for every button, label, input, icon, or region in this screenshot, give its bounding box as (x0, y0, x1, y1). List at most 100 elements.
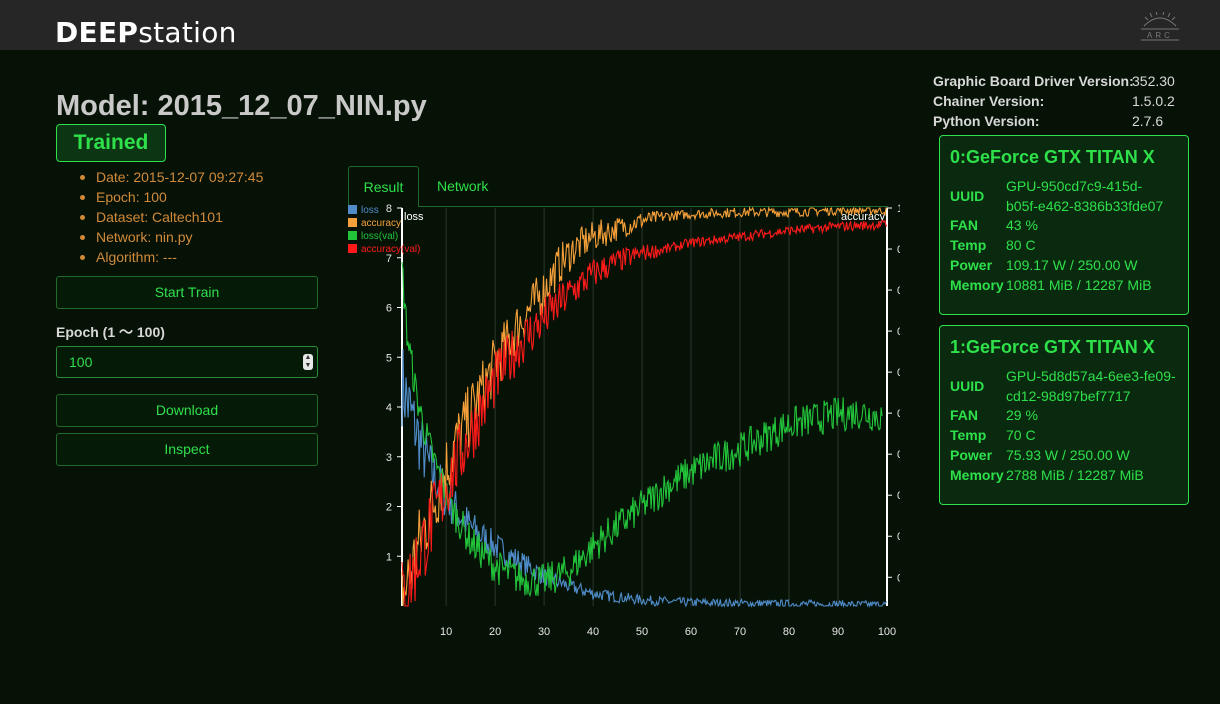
legend-label: accuracy (361, 218, 401, 229)
temp-label: Temp (950, 427, 987, 443)
version-row-driver: Graphic Board Driver Version: 352.30 (933, 71, 1193, 91)
y-left-tick-label: 2 (386, 502, 392, 514)
series-line-loss (401, 348, 888, 609)
uuid-value: GPU-950cd7c9-415d- b05f-e462-8386b33fde0… (1006, 176, 1186, 216)
info-network: Network: nin.py (80, 227, 263, 247)
y-right-tick-label: 0.7 (897, 326, 900, 338)
x-tick-label: 100 (878, 626, 896, 638)
y-right-tick-label: 0.1 (897, 572, 900, 584)
download-button[interactable]: Download (56, 394, 318, 427)
x-tick-label: 90 (832, 626, 844, 638)
series-line-accuracy (401, 205, 887, 607)
version-row-chainer: Chainer Version: 1.5.0.2 (933, 91, 1193, 111)
x-tick-label: 80 (783, 626, 795, 638)
arc-logo-icon: ARC (1141, 12, 1179, 41)
version-value: 2.7.6 (1132, 113, 1164, 129)
tab-result[interactable]: Result (348, 166, 419, 207)
x-tick-label: 10 (440, 626, 452, 638)
y-right-tick-label: 0.5 (897, 408, 900, 420)
power-value: 75.93 W / 250.00 W (1006, 447, 1130, 463)
uuid-line: GPU-5d8d57a4-6ee3-fe09- (1006, 368, 1176, 384)
y-left-tick-label: 8 (386, 203, 392, 215)
y-left-tick-label: 4 (386, 402, 392, 414)
info-dataset: Dataset: Caltech101 (80, 207, 263, 227)
y-right-tick-label: 0.2 (897, 531, 900, 543)
legend-label: accuracy(val) (361, 244, 420, 255)
y-left-tick-label: 7 (386, 253, 392, 265)
memory-value: 2788 MiB / 12287 MiB (1006, 467, 1144, 483)
top-bar: DEEPstation ARC (0, 0, 1220, 50)
epoch-label: Epoch (1 〜 100) (56, 324, 165, 340)
tab-network[interactable]: Network (437, 178, 489, 194)
gpu-card-0: 0:GeForce GTX TITAN X UUID GPU-950cd7c9-… (939, 135, 1189, 315)
x-tick-label: 40 (587, 626, 599, 638)
gpu-card-1: 1:GeForce GTX TITAN X UUID GPU-5d8d57a4-… (939, 325, 1189, 505)
model-title: Model: 2015_12_07_NIN.py (56, 90, 427, 122)
uuid-line: GPU-950cd7c9-415d- (1006, 178, 1143, 194)
epoch-input[interactable]: 100 ▲ ▼ (56, 346, 318, 378)
logo-text: ARC (1147, 31, 1173, 40)
temp-label: Temp (950, 237, 987, 253)
temp-value: 80 C (1006, 237, 1036, 253)
brand-bold: DEEP (55, 16, 139, 49)
x-tick-label: 70 (734, 626, 746, 638)
training-chart: 10 20 30 40 50 60 70 80 90 100 1 2 3 4 5 6 7 8 0.1 0.2 0.3 0.… (348, 203, 900, 638)
y-left-tick-label: 1 (386, 551, 392, 563)
x-tick-label: 30 (538, 626, 550, 638)
uuid-label: UUID (950, 188, 985, 204)
series-line-loss-val- (401, 262, 883, 598)
info-epoch: Epoch: 100 (80, 187, 263, 207)
power-label: Power (950, 447, 993, 463)
info-date: Date: 2015-12-07 09:27:45 (80, 167, 263, 187)
stepper-icon[interactable]: ▲ ▼ (303, 354, 313, 370)
memory-label: Memory (950, 277, 1004, 293)
version-value: 352.30 (1132, 73, 1175, 89)
brand-light: station (138, 16, 237, 49)
series-line-accuracy-val- (401, 219, 888, 607)
x-tick-label: 60 (685, 626, 697, 638)
memory-value: 10881 MiB / 12287 MiB (1006, 277, 1152, 293)
inspect-button[interactable]: Inspect (56, 433, 318, 466)
legend-swatch (348, 244, 357, 253)
power-value: 109.17 W / 250.00 W (1006, 257, 1138, 273)
power-label: Power (950, 257, 993, 273)
y-right-tick-label: 0.9 (897, 244, 900, 256)
y-right-tick-label: 0.3 (897, 490, 900, 502)
version-label: Python Version: (933, 113, 1040, 129)
fan-label: FAN (950, 407, 978, 423)
start-train-button[interactable]: Start Train (56, 276, 318, 309)
memory-label: Memory (950, 467, 1004, 483)
uuid-line: b05f-e462-8386b33fde07 (1006, 198, 1164, 214)
version-row-python: Python Version: 2.7.6 (933, 111, 1193, 131)
tab-divider (418, 206, 888, 207)
model-info-list: Date: 2015-12-07 09:27:45 Epoch: 100 Dat… (80, 167, 263, 267)
y-right-tick-label: 0.8 (897, 285, 900, 297)
version-value: 1.5.0.2 (1132, 93, 1175, 109)
info-algorithm: Algorithm: --- (80, 247, 263, 267)
left-axis-label: loss (404, 211, 424, 223)
legend-swatch (348, 218, 357, 227)
legend-label: loss (361, 205, 379, 216)
uuid-line: cd12-98d97bef7717 (1006, 388, 1131, 404)
fan-value: 29 % (1006, 407, 1038, 423)
gpu-name: 1:GeForce GTX TITAN X (950, 337, 1155, 357)
y-right-tick-label: 0.6 (897, 367, 900, 379)
uuid-label: UUID (950, 378, 985, 394)
version-label: Graphic Board Driver Version: (933, 73, 1134, 89)
y-left-tick-label: 5 (386, 352, 392, 364)
uuid-value: GPU-5d8d57a4-6ee3-fe09- cd12-98d97bef771… (1006, 366, 1186, 406)
gpu-name: 0:GeForce GTX TITAN X (950, 147, 1155, 167)
x-tick-label: 20 (489, 626, 501, 638)
y-right-tick-label: 1.0 (897, 203, 900, 215)
status-badge: Trained (56, 124, 166, 162)
x-tick-label: 50 (636, 626, 648, 638)
app-brand[interactable]: DEEPstation (55, 16, 237, 49)
fan-value: 43 % (1006, 217, 1038, 233)
temp-value: 70 C (1006, 427, 1036, 443)
fan-label: FAN (950, 217, 978, 233)
legend-swatch (348, 205, 357, 214)
version-label: Chainer Version: (933, 93, 1045, 109)
epoch-input-value: 100 (69, 354, 93, 370)
version-info: Graphic Board Driver Version: 352.30 Cha… (933, 71, 1193, 131)
y-left-tick-label: 3 (386, 452, 392, 464)
